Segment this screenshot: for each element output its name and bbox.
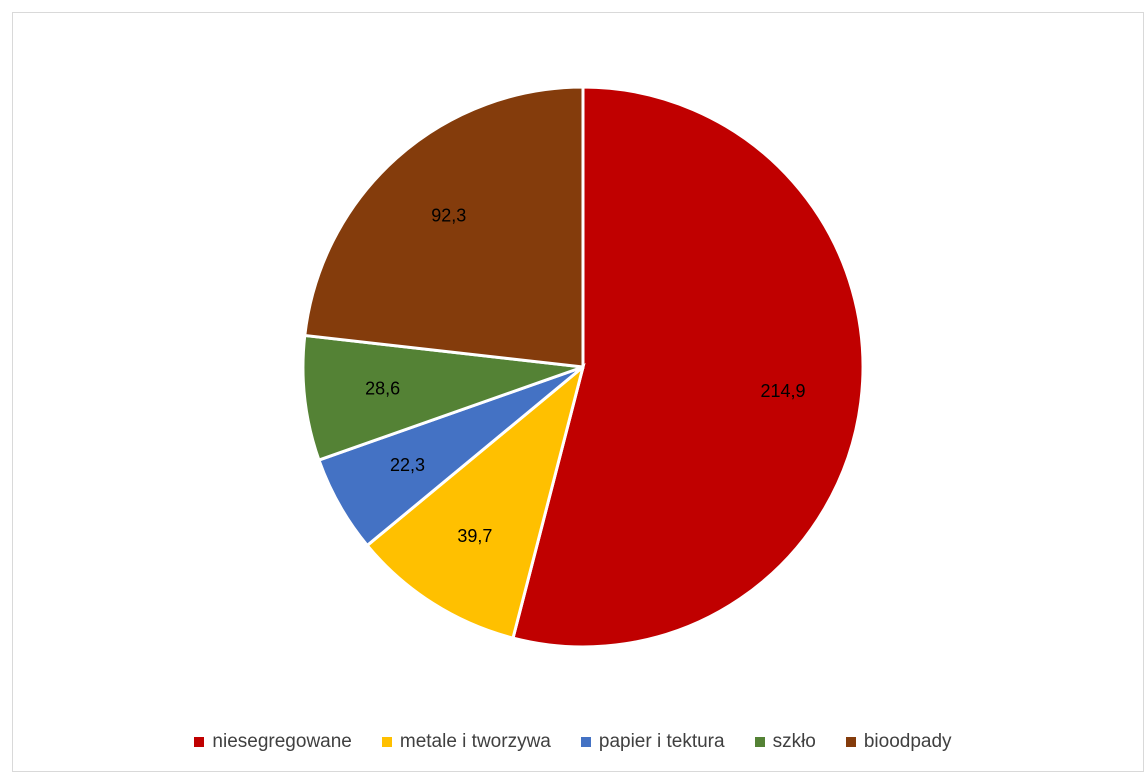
legend-label: szkło (772, 731, 816, 752)
legend-swatch (754, 737, 765, 747)
legend-label: niesegregowane (212, 731, 352, 752)
legend-label: metale i tworzywa (399, 731, 551, 752)
pie-slice-0 (511, 85, 865, 649)
data-label-0: 214,9 (760, 381, 805, 401)
legend-label: papier i tektura (598, 731, 725, 752)
legend-label: bioodpady (863, 731, 952, 752)
legend-item-0: niesegregowane (194, 731, 352, 753)
data-label-3: 28,6 (365, 378, 400, 398)
data-label-2: 22,3 (390, 455, 425, 475)
pie-slice-3 (301, 333, 584, 462)
pie-slices (301, 85, 865, 649)
legend-swatch (194, 737, 205, 747)
pie-data-labels: 214,9 39,7 22,3 28,6 92,3 (365, 205, 805, 546)
chart-legend: niesegregowane metale i tworzywa papier i … (0, 731, 1146, 753)
data-label-4: 92,3 (431, 205, 466, 225)
legend-item-2: papier i tektura (580, 731, 725, 753)
legend-swatch (381, 737, 392, 747)
legend-item-4: bioodpady (845, 731, 952, 753)
legend-item-3: szkło (754, 731, 816, 753)
data-label-1: 39,7 (457, 526, 492, 546)
legend-item-1: metale i tworzywa (381, 731, 551, 753)
pie-slice-1 (365, 362, 586, 640)
legend-swatch (845, 737, 856, 747)
legend-swatch (580, 737, 591, 747)
pie-slice-4 (303, 85, 585, 369)
